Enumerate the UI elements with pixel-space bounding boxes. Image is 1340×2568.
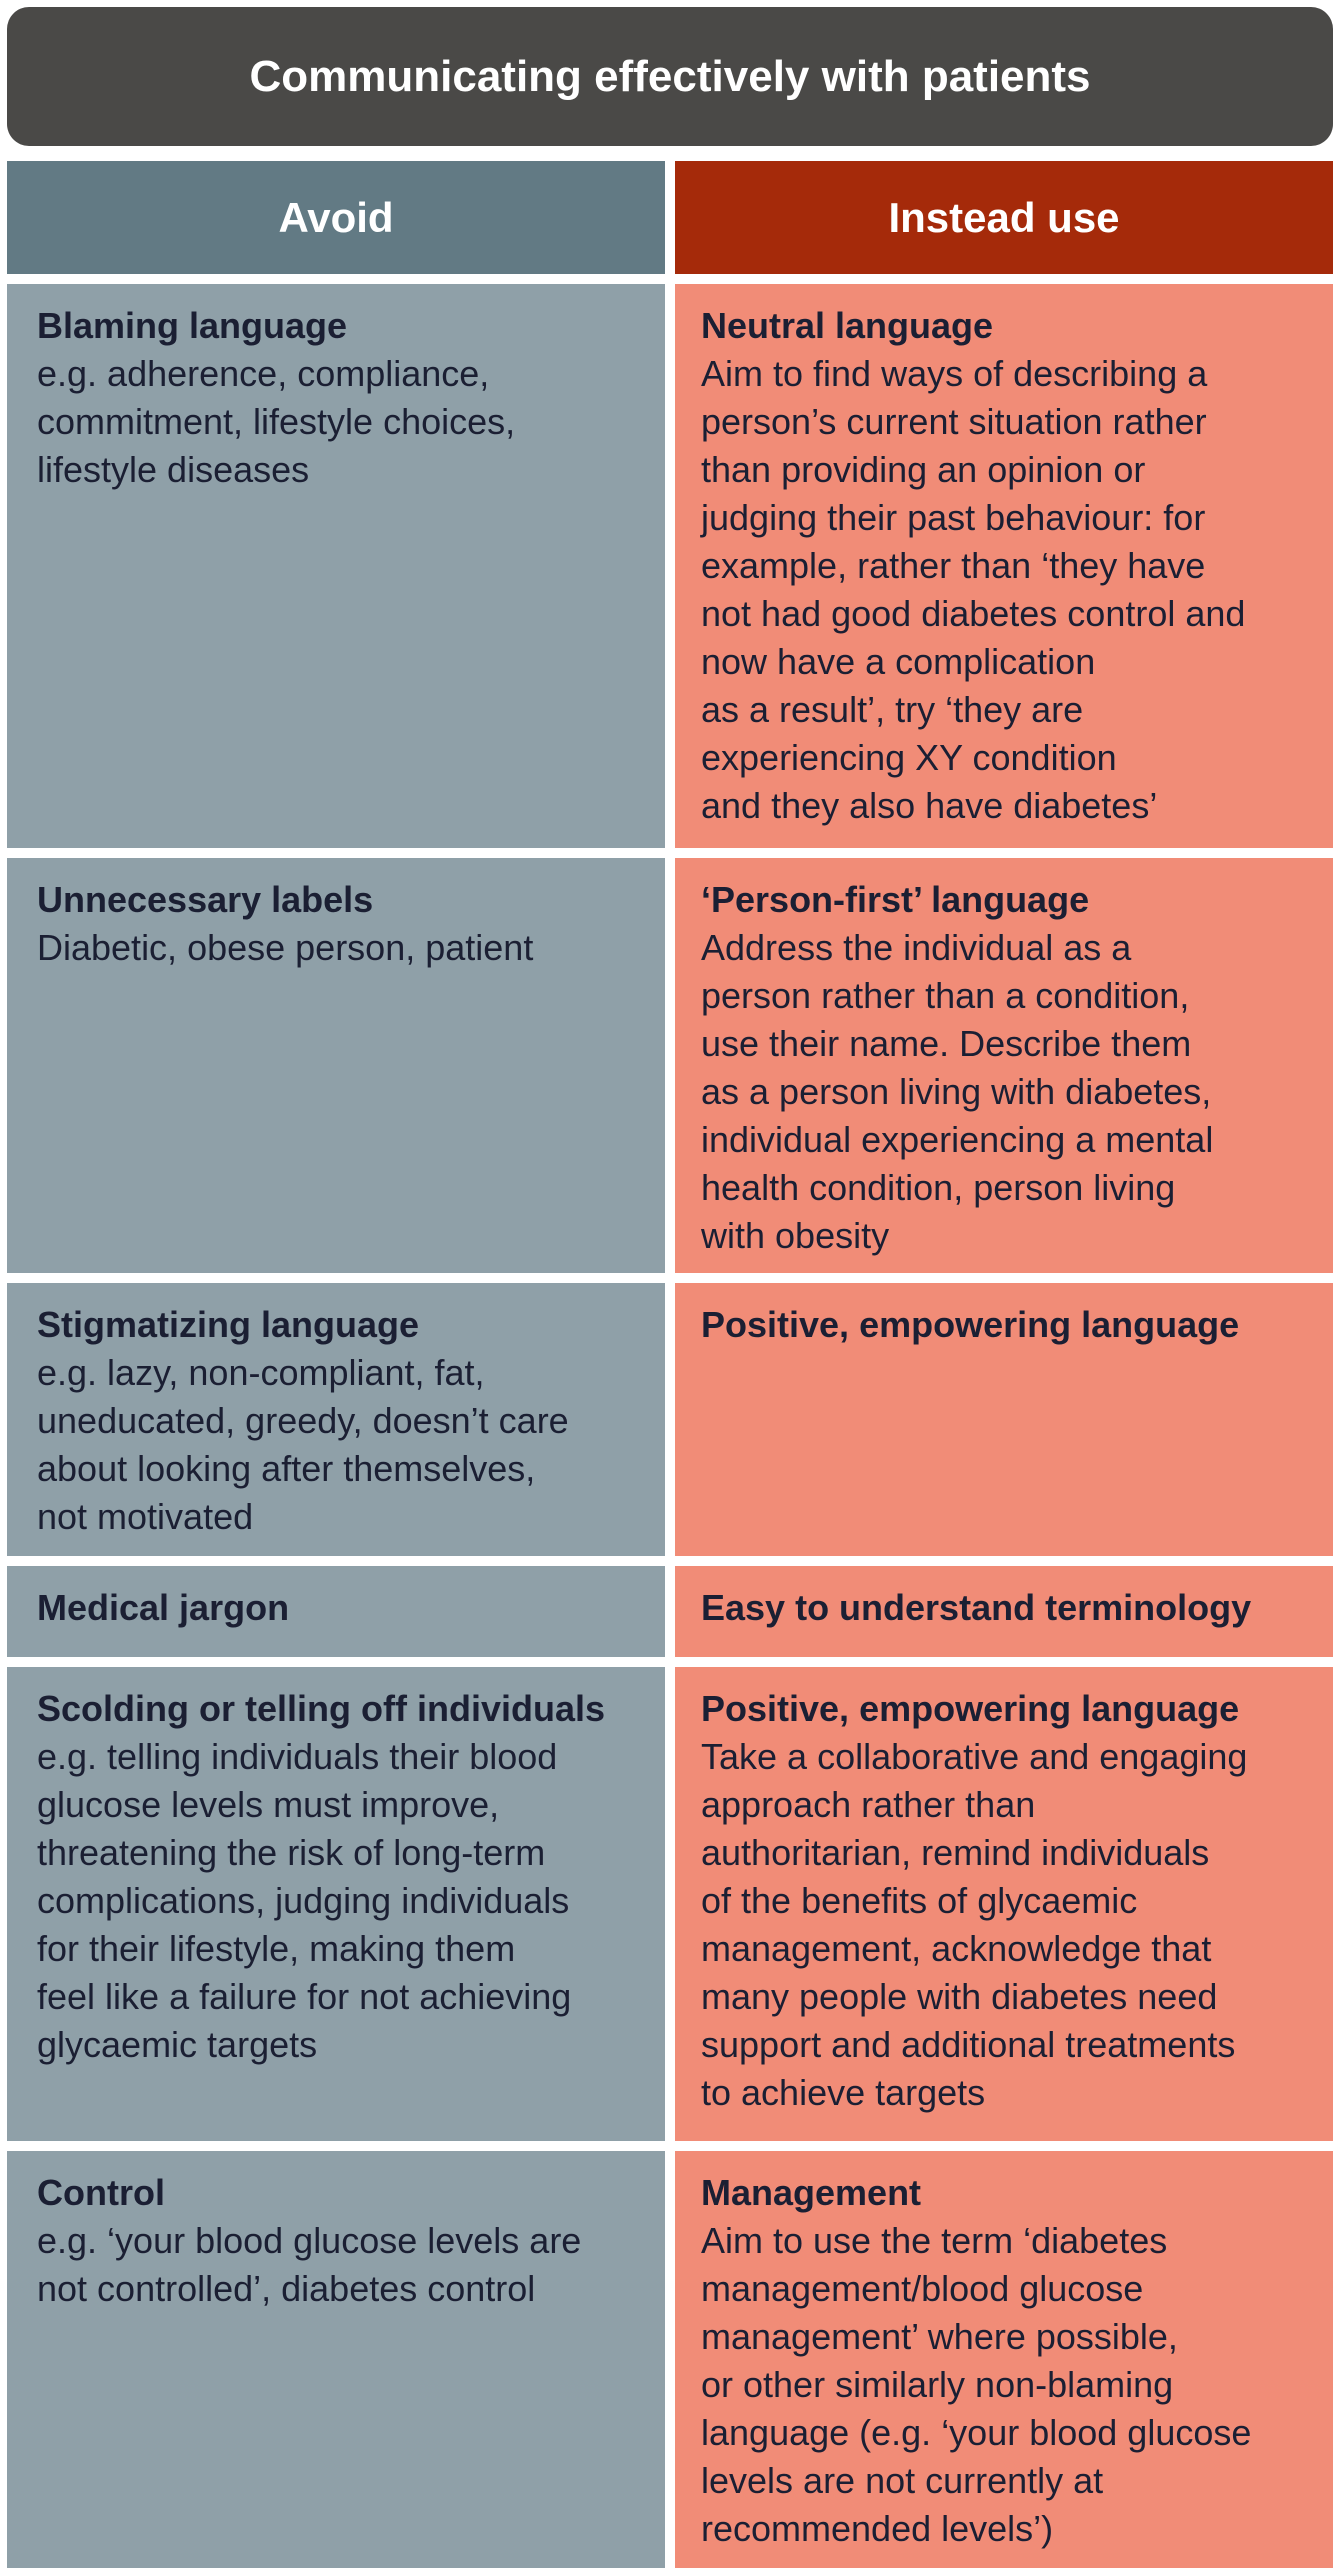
instead-cell-person-first-language: ‘Person-first’ language Address the indi… — [675, 858, 1333, 1273]
avoid-cell-title: Blaming language — [37, 305, 348, 346]
instead-cell-positive-empowering-language-2: Positive, empowering language Take a col… — [675, 1667, 1333, 2141]
avoid-cell-title: Medical jargon — [37, 1587, 290, 1628]
instead-cell-title: Positive, empowering language — [701, 1688, 1240, 1729]
avoid-cell-title: Control — [37, 2172, 165, 2213]
instead-cell-neutral-language: Neutral language Aim to find ways of des… — [675, 284, 1333, 848]
avoid-cell-title: Scolding or telling off individuals — [37, 1688, 606, 1729]
avoid-cell-unnecessary-labels: Unnecessary labels Diabetic, obese perso… — [7, 858, 665, 1273]
instead-cell-title: Neutral language — [701, 305, 994, 346]
avoid-cell-title: Unnecessary labels — [37, 879, 374, 920]
instead-cell-body: Aim to use the term ‘diabetes management… — [701, 2220, 1252, 2549]
avoid-cell-body: e.g. ‘your blood glucose levels are not … — [37, 2220, 582, 2309]
avoid-cell-stigmatizing-language: Stigmatizing language e.g. lazy, non-com… — [7, 1283, 665, 1556]
avoid-cell-title: Stigmatizing language — [37, 1304, 420, 1345]
instead-cell-title: Positive, empowering language — [701, 1304, 1240, 1345]
avoid-cell-body: e.g. adherence, compliance, commitment, … — [37, 353, 516, 490]
instead-cell-body: Address the individual as a person rathe… — [701, 927, 1214, 1256]
instead-cell-management: Management Aim to use the term ‘diabetes… — [675, 2151, 1333, 2568]
avoid-cell-blaming-language: Blaming language e.g. adherence, complia… — [7, 284, 665, 848]
page-title: Communicating effectively with patients — [7, 7, 1333, 146]
avoid-cell-medical-jargon: Medical jargon — [7, 1566, 665, 1657]
instead-cell-easy-terminology: Easy to understand terminology — [675, 1566, 1333, 1657]
instead-cell-body: Take a collaborative and engaging approa… — [701, 1736, 1248, 2113]
instead-column-header: Instead use — [675, 161, 1333, 274]
instead-cell-body: Aim to find ways of describing a person’… — [701, 353, 1246, 826]
avoid-column-header: Avoid — [7, 161, 665, 274]
instead-cell-title: Easy to understand terminology — [701, 1587, 1252, 1628]
avoid-cell-control: Control e.g. ‘your blood glucose levels … — [7, 2151, 665, 2568]
instead-cell-title: Management — [701, 2172, 922, 2213]
comparison-table: Avoid Instead use Blaming language e.g. … — [7, 161, 1333, 2568]
avoid-cell-body: Diabetic, obese person, patient — [37, 927, 534, 968]
instead-cell-positive-empowering-language: Positive, empowering language — [675, 1283, 1333, 1556]
avoid-cell-body: e.g. telling individuals their blood glu… — [37, 1736, 572, 2065]
avoid-cell-scolding: Scolding or telling off individuals e.g.… — [7, 1667, 665, 2141]
avoid-cell-body: e.g. lazy, non-compliant, fat, uneducate… — [37, 1352, 569, 1537]
instead-cell-title: ‘Person-first’ language — [701, 879, 1090, 920]
